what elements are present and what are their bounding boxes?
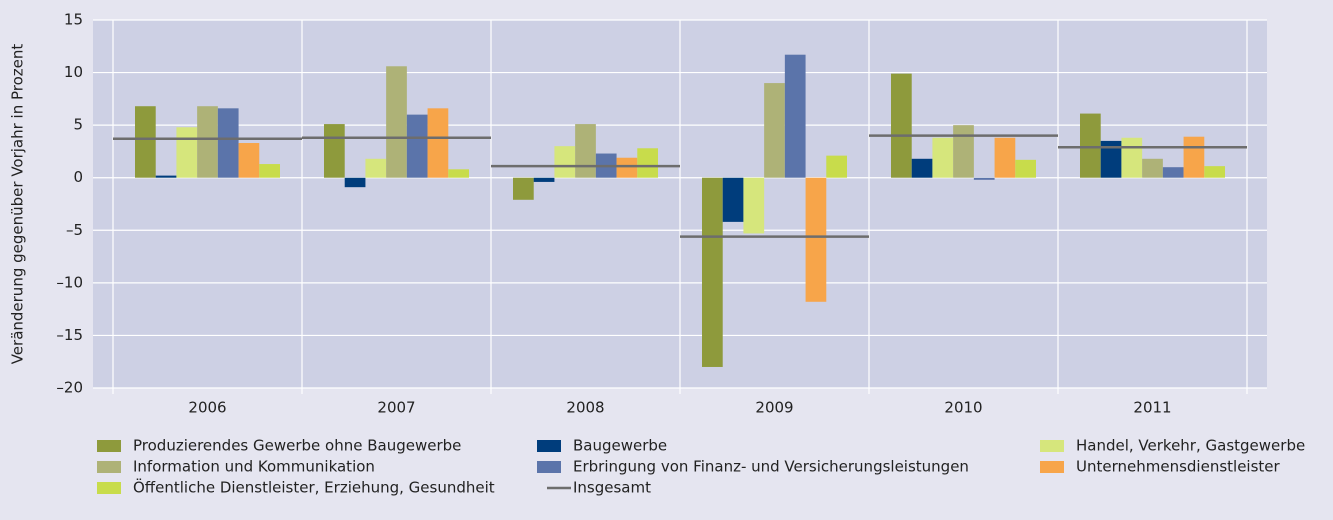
bar	[637, 148, 658, 178]
bar	[1121, 137, 1143, 178]
legend-swatch	[97, 461, 121, 473]
bar	[1162, 167, 1184, 178]
bar	[1204, 166, 1225, 178]
y-axis-label: Veränderung gegenüber Vorjahr in Prozent	[9, 44, 27, 365]
bar	[155, 175, 177, 178]
legend-label: Handel, Verkehr, Gastgewerbe	[1076, 437, 1305, 455]
legend-swatch	[537, 461, 561, 473]
bar	[386, 66, 407, 178]
bar	[994, 137, 1016, 178]
legend-label: Unternehmensdienstleister	[1076, 458, 1281, 476]
bar	[953, 125, 974, 178]
y-tick-label: –20	[56, 379, 83, 397]
x-tick-label: 2006	[188, 399, 226, 417]
bar	[911, 158, 933, 178]
legend-swatch	[97, 482, 121, 494]
bar	[238, 143, 260, 178]
y-tick-label: –5	[66, 221, 83, 239]
legend-label: Information und Kommunikation	[133, 458, 375, 476]
bar	[135, 106, 156, 178]
bar	[764, 83, 785, 178]
bar	[1183, 136, 1205, 178]
legend-swatch	[1040, 440, 1064, 452]
bar	[1080, 113, 1101, 178]
bar	[259, 164, 280, 178]
bar	[826, 155, 847, 178]
bar	[1100, 140, 1122, 178]
bar	[324, 124, 345, 178]
bar	[533, 177, 555, 182]
x-tick-label: 2010	[944, 399, 982, 417]
x-tick-label: 2008	[566, 399, 604, 417]
x-tick-label: 2011	[1133, 399, 1171, 417]
bar	[891, 73, 912, 178]
bar	[344, 177, 366, 188]
bar	[406, 114, 428, 178]
bar	[575, 124, 596, 178]
bar	[805, 177, 827, 302]
legend-label: Produzierendes Gewerbe ohne Baugewerbe	[133, 437, 461, 455]
bar	[784, 54, 806, 178]
legend-label: Erbringung von Finanz- und Versicherungs…	[573, 458, 969, 476]
x-tick-label: 2007	[377, 399, 415, 417]
legend-swatch	[1040, 461, 1064, 473]
legend-label: Baugewerbe	[573, 437, 667, 455]
bar	[365, 158, 387, 178]
bar	[176, 127, 198, 178]
legend-label: Öffentliche Dienstleister, Erziehung, Ge…	[133, 478, 495, 497]
bar	[616, 157, 638, 178]
bar	[197, 106, 218, 178]
bar	[743, 177, 765, 234]
bar	[217, 108, 239, 178]
y-tick-label: –10	[56, 273, 83, 291]
y-tick-label: 0	[73, 168, 83, 186]
bar	[427, 108, 449, 178]
bar	[448, 169, 469, 178]
y-tick-label: –15	[56, 326, 83, 344]
bar	[722, 177, 744, 222]
legend-label: Insgesamt	[573, 479, 651, 497]
bar	[1142, 158, 1163, 178]
legend-swatch	[537, 440, 561, 452]
bar	[1015, 159, 1036, 178]
legend-swatch	[97, 440, 121, 452]
bar	[973, 177, 995, 180]
y-tick-label: 5	[73, 116, 83, 134]
bar	[513, 177, 534, 200]
y-tick-label: 10	[64, 63, 83, 81]
bar	[554, 146, 576, 178]
bar	[932, 137, 954, 178]
y-tick-label: 15	[64, 11, 83, 29]
bar	[702, 177, 723, 367]
x-tick-label: 2009	[755, 399, 793, 417]
